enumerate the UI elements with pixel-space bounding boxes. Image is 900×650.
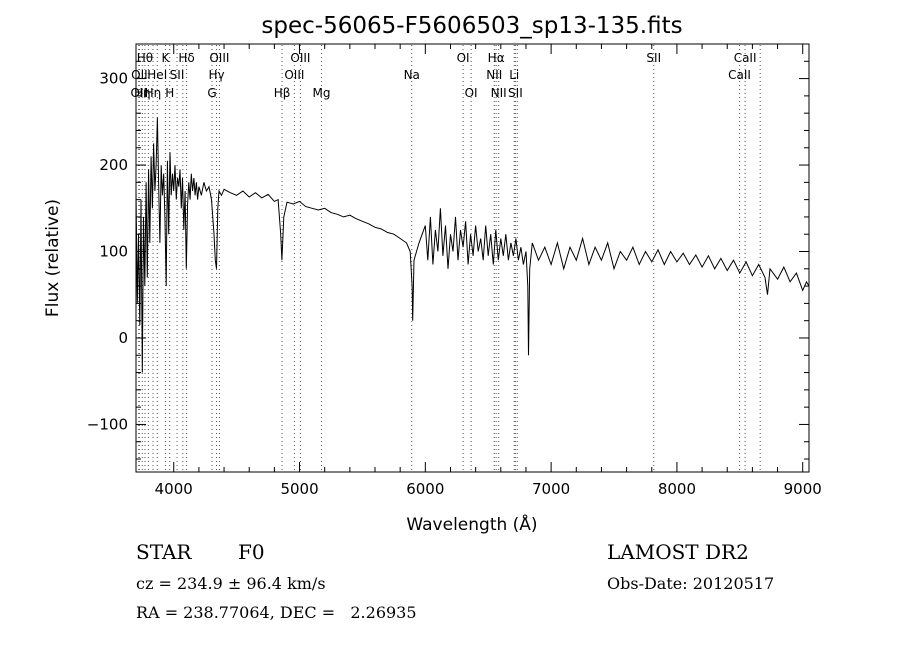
line-label: Hβ bbox=[274, 86, 291, 100]
chart-title: spec-56065-F5606503_sp13-135.fits bbox=[261, 13, 682, 39]
y-tick-label: 300 bbox=[99, 70, 128, 88]
line-label: CaII bbox=[734, 51, 757, 65]
line-label: CaII bbox=[728, 68, 751, 82]
line-label: OII bbox=[131, 68, 148, 82]
line-label: HeI bbox=[147, 68, 167, 82]
line-labels: OIIOIIHηHθHηHeIKHSIIHδGHγOIIIHβOIIIOIIIM… bbox=[131, 51, 757, 100]
line-label: NII bbox=[486, 68, 502, 82]
line-label: OIII bbox=[284, 68, 304, 82]
x-tick-label: 5000 bbox=[280, 480, 318, 498]
redshift-label: cz = 234.9 ± 96.4 km/s bbox=[136, 574, 326, 593]
line-label: OII bbox=[131, 86, 148, 100]
spectrum-line bbox=[135, 117, 810, 373]
x-tick-label: 8000 bbox=[658, 480, 696, 498]
line-label: SII bbox=[508, 86, 523, 100]
coordinates-label: RA = 238.77064, DEC = 2.26935 bbox=[136, 603, 417, 622]
line-label: G bbox=[207, 86, 216, 100]
line-label: Hη bbox=[134, 86, 151, 100]
line-label: OIII bbox=[209, 51, 229, 65]
line-label: Li bbox=[509, 68, 519, 82]
x-tick-label: 9000 bbox=[784, 480, 822, 498]
line-label: Hθ bbox=[137, 51, 153, 65]
line-label: OI bbox=[465, 86, 478, 100]
line-label: Mg bbox=[313, 86, 331, 100]
y-tick-label: −100 bbox=[87, 415, 128, 433]
class-label: STAR bbox=[136, 540, 192, 564]
x-axis-label: Wavelength (Å) bbox=[406, 513, 537, 535]
y-axis: −100 0 100 200 300 bbox=[87, 43, 809, 460]
y-tick-label: 200 bbox=[99, 156, 128, 174]
line-label: Hδ bbox=[178, 51, 194, 65]
x-axis: 4000 5000 6000 7000 8000 9000 bbox=[155, 44, 822, 498]
line-label: SII bbox=[170, 68, 185, 82]
line-label: OI bbox=[457, 51, 470, 65]
plot-frame bbox=[135, 43, 810, 473]
line-label: K bbox=[161, 51, 170, 65]
y-tick-label: 100 bbox=[99, 243, 128, 261]
x-tick-label: 4000 bbox=[155, 480, 193, 498]
line-label: Hη bbox=[145, 86, 162, 100]
line-label: H bbox=[165, 86, 174, 100]
line-label: NII bbox=[491, 86, 507, 100]
survey-label: LAMOST DR2 bbox=[607, 540, 749, 564]
line-label: SII bbox=[646, 51, 661, 65]
obs-date-label: Obs-Date: 20120517 bbox=[607, 574, 775, 593]
line-label: OIII bbox=[290, 51, 310, 65]
line-label: Hγ bbox=[208, 68, 224, 82]
subclass-label: F0 bbox=[238, 540, 265, 564]
y-tick-label: 0 bbox=[118, 329, 128, 347]
line-label: Hα bbox=[488, 51, 505, 65]
line-label: Na bbox=[404, 68, 420, 82]
x-tick-label: 7000 bbox=[532, 480, 570, 498]
x-tick-label: 6000 bbox=[406, 480, 444, 498]
y-axis-label: Flux (relative) bbox=[43, 199, 63, 317]
